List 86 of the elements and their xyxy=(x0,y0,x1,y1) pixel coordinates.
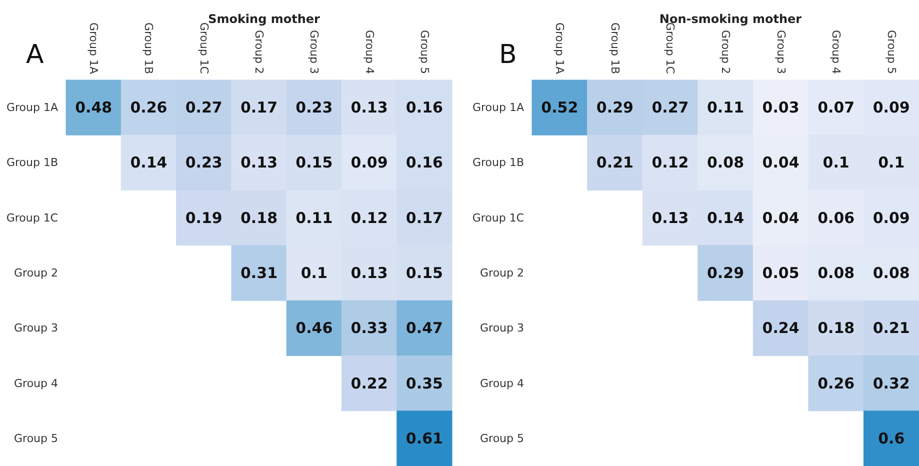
x-tick-label: Group 2 xyxy=(719,30,732,74)
y-tick-label: Group 1B xyxy=(472,156,524,170)
data-label: 0.23 xyxy=(185,154,222,172)
y-tick-label: Group 2 xyxy=(480,266,524,280)
x-tick-label: Group 1A xyxy=(553,22,566,74)
x-tick-label: Group 1B xyxy=(608,22,622,74)
data-label: 0.12 xyxy=(652,154,689,172)
data-label: 0.13 xyxy=(350,98,388,117)
data-label: 0.09 xyxy=(350,154,388,172)
data-label: 0.08 xyxy=(818,264,855,282)
data-label: 0.27 xyxy=(185,98,222,117)
data-label: 0.06 xyxy=(818,208,855,227)
data-label: 0.19 xyxy=(185,208,222,227)
data-label: 0.11 xyxy=(296,208,333,227)
chart-title: Smoking mother xyxy=(208,12,320,26)
data-label: 0.16 xyxy=(406,154,443,172)
data-label: 0.17 xyxy=(406,208,443,227)
data-label: 0.46 xyxy=(296,319,333,338)
y-tick-label: Group 1B xyxy=(6,156,58,170)
data-label: 0.21 xyxy=(872,319,910,338)
x-tick-label: Group 5 xyxy=(884,30,898,74)
data-label: 0.61 xyxy=(406,429,443,448)
data-label: 0.32 xyxy=(872,374,910,392)
data-label: 0.22 xyxy=(350,374,388,392)
data-label: 0.16 xyxy=(406,98,443,117)
x-tick-label: Group 5 xyxy=(418,30,431,74)
x-tick-label: Group 1A xyxy=(87,22,100,74)
data-label: 0.03 xyxy=(762,98,800,117)
data-label: 0.09 xyxy=(872,98,910,117)
y-tick-label: Group 1A xyxy=(472,101,524,114)
data-label: 0.48 xyxy=(75,98,112,117)
data-label: 0.26 xyxy=(818,374,855,392)
text: A xyxy=(26,40,44,70)
data-label: 0.04 xyxy=(762,154,800,172)
data-label: 0.31 xyxy=(240,264,278,282)
data-label: 0.29 xyxy=(706,264,744,282)
data-label: 0.21 xyxy=(596,154,634,172)
data-label: 0.1 xyxy=(878,154,905,172)
x-tick-label: Group 3 xyxy=(774,30,788,74)
y-tick-label: Group 2 xyxy=(14,266,58,280)
y-tick-label: Group 4 xyxy=(14,376,58,390)
y-tick-label: Group 5 xyxy=(480,432,524,445)
x-tick-label: Group 2 xyxy=(252,30,266,74)
data-label: 0.23 xyxy=(296,98,333,117)
data-label: 0.26 xyxy=(130,98,168,117)
data-label: 0.12 xyxy=(350,208,388,227)
x-tick-label: Group 4 xyxy=(830,30,843,74)
data-label: 0.13 xyxy=(240,154,278,172)
x-tick-label: Group 1B xyxy=(142,22,156,74)
y-tick-label: Group 3 xyxy=(480,322,524,335)
text: B xyxy=(499,40,517,70)
x-tick-label: Group 4 xyxy=(362,30,376,74)
data-label: 0.13 xyxy=(652,208,689,227)
data-label: 0.24 xyxy=(762,319,800,338)
data-label: 0.33 xyxy=(350,319,388,338)
data-label: 0.35 xyxy=(406,374,443,392)
y-tick-label: Group 4 xyxy=(480,376,524,390)
data-label: 0.18 xyxy=(818,319,855,338)
data-label: 0.14 xyxy=(706,208,744,227)
x-tick-label: Group 1C xyxy=(197,22,210,74)
y-tick-label: Group 3 xyxy=(14,322,58,335)
data-label: 0.09 xyxy=(872,208,910,227)
data-label: 0.29 xyxy=(596,98,634,117)
data-label: 0.08 xyxy=(872,264,910,282)
data-label: 0.15 xyxy=(406,264,443,282)
data-label: 0.6 xyxy=(878,429,905,448)
data-label: 0.08 xyxy=(706,154,744,172)
data-label: 0.1 xyxy=(822,154,850,172)
data-label: 0.18 xyxy=(240,208,278,227)
y-tick-label: Group 1A xyxy=(6,101,58,114)
data-label: 0.47 xyxy=(406,319,443,338)
data-label: 0.1 xyxy=(300,264,328,282)
data-label: 0.11 xyxy=(706,98,744,117)
data-label: 0.14 xyxy=(130,154,168,172)
y-tick-label: Group 1C xyxy=(6,211,58,224)
y-tick-label: Group 5 xyxy=(14,432,58,445)
x-tick-label: Group 3 xyxy=(308,30,321,74)
y-tick-label: Group 1C xyxy=(472,211,524,224)
data-label: 0.27 xyxy=(652,98,689,117)
data-label: 0.07 xyxy=(818,98,855,117)
data-label: 0.17 xyxy=(240,98,278,117)
data-label: 0.04 xyxy=(762,208,800,227)
data-label: 0.05 xyxy=(762,264,800,282)
data-label: 0.52 xyxy=(541,98,578,117)
data-label: 0.13 xyxy=(350,264,388,282)
data-label: 0.15 xyxy=(296,154,333,172)
